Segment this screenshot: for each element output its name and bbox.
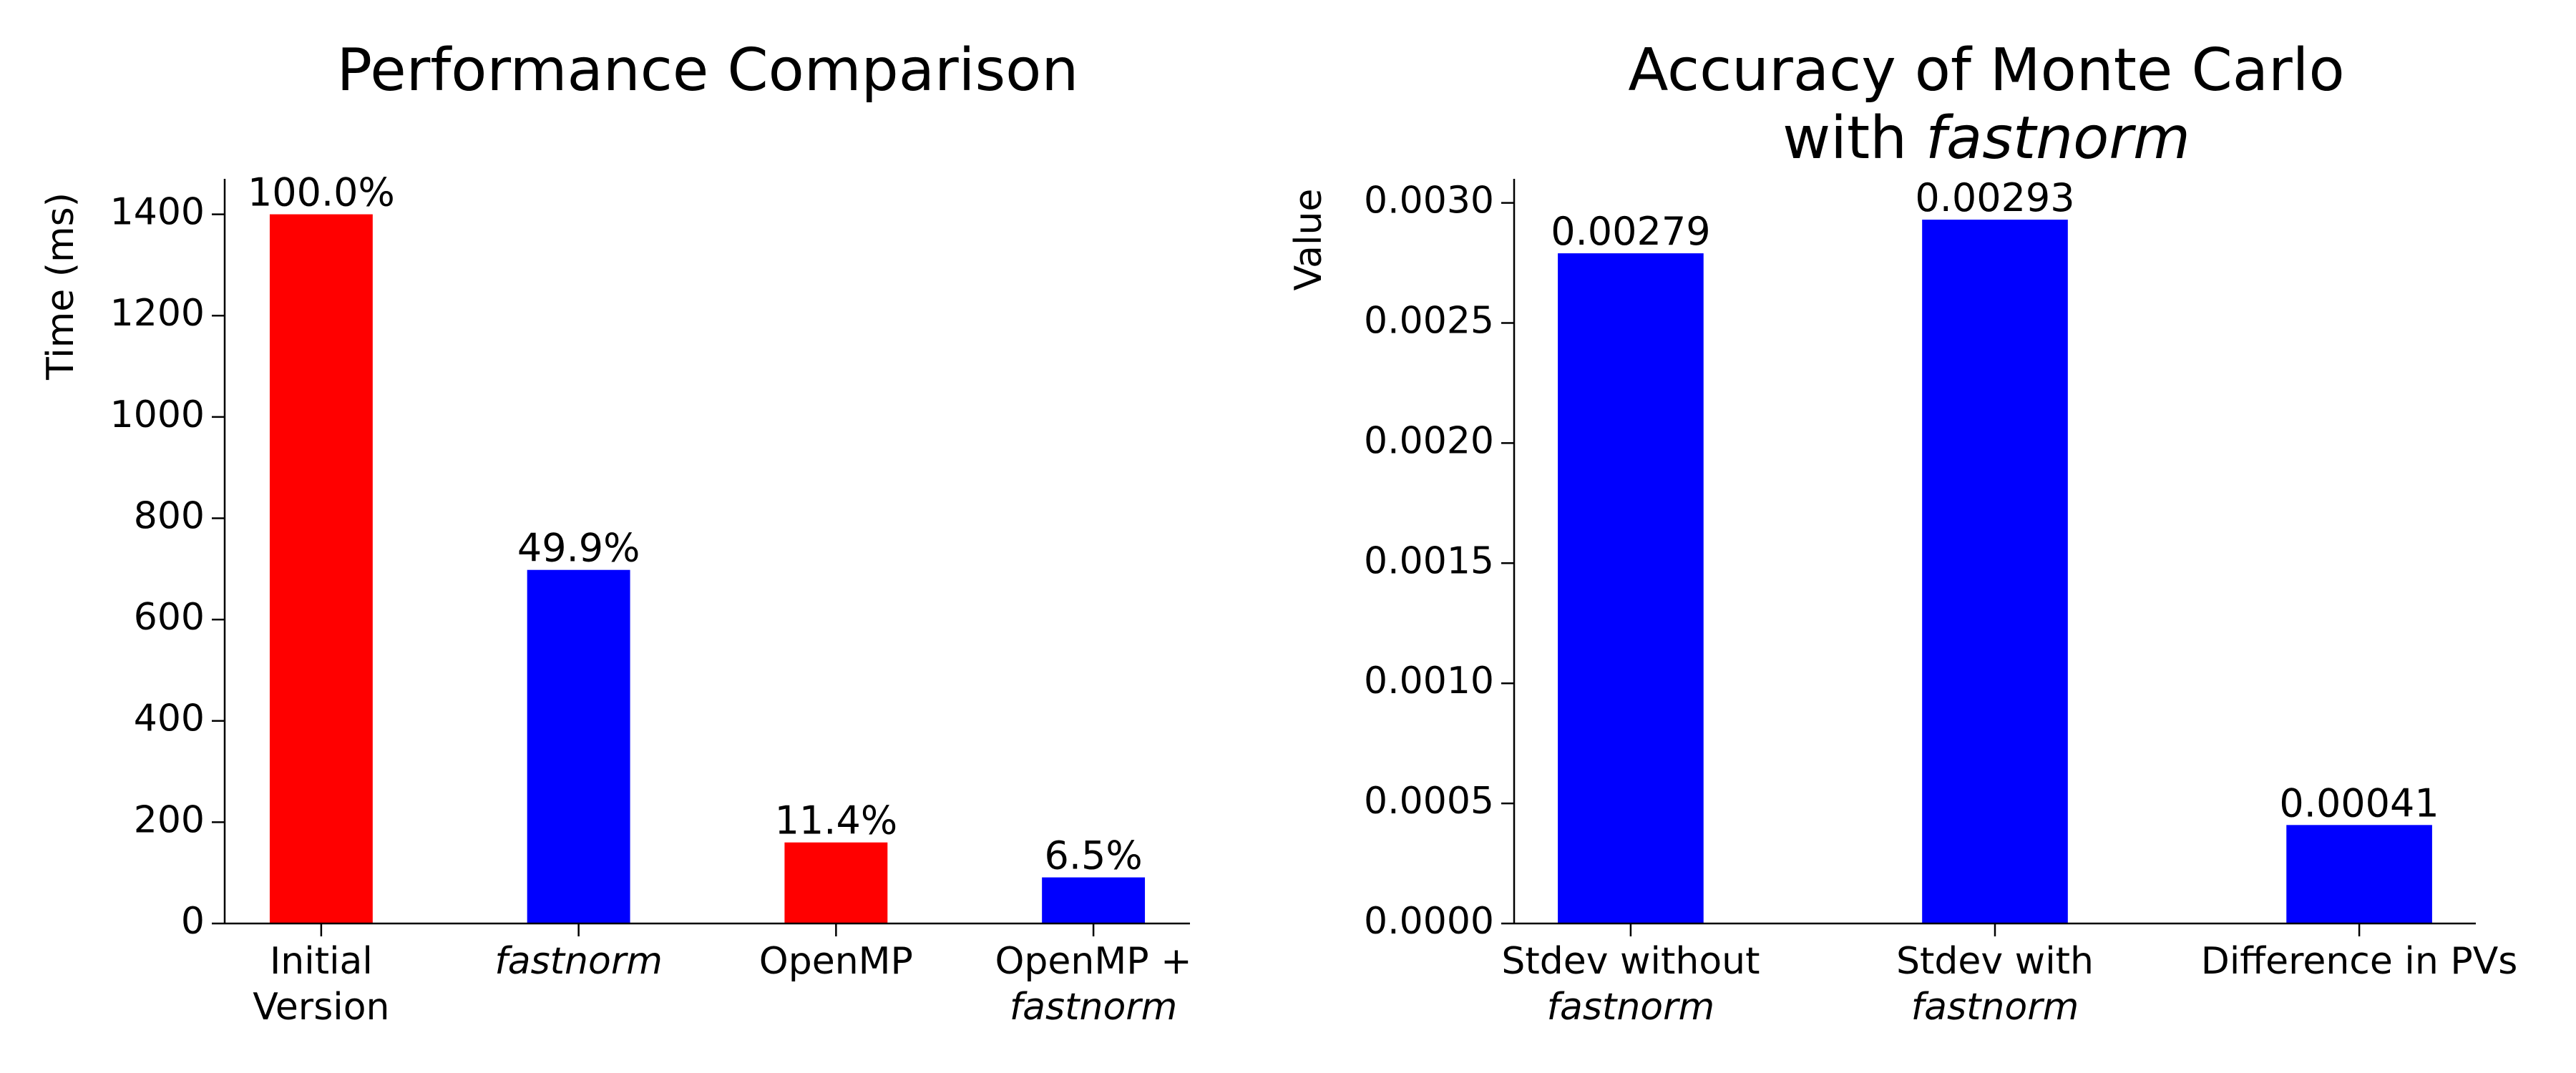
x-tick-label: OpenMP + fastnorm: [995, 940, 1191, 1029]
text-line: Difference in PVs: [2201, 940, 2518, 983]
x-tick-label: fastnorm: [494, 940, 662, 983]
text-emphasis: fastnorm: [494, 940, 662, 983]
text-emphasis: fastnorm: [1010, 986, 1177, 1029]
x-tick-label: Initial Version: [253, 940, 389, 1029]
text-line: with fastnorm: [1782, 104, 2190, 172]
text-emphasis: fastnorm: [1547, 986, 1714, 1029]
text-run: Initial: [270, 940, 373, 983]
text-emphasis: fastnorm: [1911, 986, 2079, 1029]
text-run: Version: [253, 986, 389, 1029]
text-line: fastnorm: [1547, 986, 1714, 1029]
y-axis-label: Value: [1287, 189, 1330, 291]
text-line: OpenMP +: [995, 940, 1191, 983]
bar: [527, 569, 630, 923]
value-label: 100.0%: [248, 170, 395, 215]
y-tick-label: 1400: [110, 191, 205, 234]
value-label: 6.5%: [1044, 833, 1142, 878]
bar: [1042, 877, 1146, 923]
text-run: Difference in PVs: [2201, 940, 2518, 983]
text-run: Stdev without: [1501, 940, 1760, 983]
y-tick-label: 0.0000: [1364, 900, 1494, 943]
y-tick-label: 0.0020: [1364, 419, 1494, 462]
value-label: 0.00279: [1551, 209, 1710, 254]
y-tick-label: 0.0010: [1364, 660, 1494, 702]
text-line: OpenMP: [759, 940, 913, 983]
value-label: 0.00293: [1915, 175, 2074, 220]
bar: [1922, 220, 2068, 923]
y-tick-label: 0.0005: [1364, 780, 1494, 823]
x-tick-label: Stdev without fastnorm: [1501, 940, 1760, 1029]
y-tick-label: 400: [134, 697, 205, 740]
text-run: with: [1782, 104, 1926, 172]
x-tick-label: Stdev with fastnorm: [1896, 940, 2094, 1029]
x-tick-label: OpenMP: [759, 940, 913, 983]
value-label: 11.4%: [775, 798, 898, 843]
text-line: fastnorm: [494, 940, 662, 983]
y-tick-label: 600: [134, 596, 205, 639]
chart: Accuracy of Monte Carlo with fastnorm Valu…: [1287, 36, 2517, 1029]
y-tick-label: 0: [181, 900, 205, 943]
text-emphasis: fastnorm: [1926, 104, 2190, 172]
text-line: Version: [253, 986, 389, 1029]
text-line: Performance Comparison: [337, 36, 1079, 104]
bar: [269, 214, 373, 924]
text-run: Performance Comparison: [337, 36, 1079, 104]
text-line: fastnorm: [1911, 986, 2079, 1029]
bar: [2286, 825, 2432, 923]
value-label: 0.00041: [2279, 780, 2439, 825]
text-line: Stdev without: [1501, 940, 1760, 983]
y-tick-label: 0.0025: [1364, 299, 1494, 342]
y-tick-label: 200: [134, 798, 205, 841]
bar: [784, 842, 888, 923]
text-run: Stdev with: [1896, 940, 2094, 983]
text-run: Accuracy of Monte Carlo: [1628, 36, 2344, 104]
y-tick-label: 0.0030: [1364, 180, 1494, 222]
y-tick-label: 800: [134, 494, 205, 537]
text-run: OpenMP: [759, 940, 913, 983]
bar: [1558, 253, 1704, 924]
text-line: fastnorm: [1010, 986, 1177, 1029]
y-tick-label: 1000: [110, 393, 205, 436]
y-tick-label: 1200: [110, 292, 205, 335]
text-line: Accuracy of Monte Carlo: [1628, 36, 2344, 104]
x-tick-label: Difference in PVs: [2201, 940, 2518, 983]
chart-title: Accuracy of Monte Carlo with fastnorm: [1628, 36, 2344, 172]
y-tick-label: 0.0015: [1364, 539, 1494, 582]
y-axis-label: Time (ms): [39, 192, 82, 381]
text-line: Stdev with: [1896, 940, 2094, 983]
chart: Performance Comparison Time (ms) 0 200 400 60…: [39, 36, 1192, 1029]
value-label: 49.9%: [517, 526, 640, 571]
chart-title: Performance Comparison: [337, 36, 1079, 104]
text-line: Initial: [270, 940, 373, 983]
text-run: OpenMP +: [995, 940, 1191, 983]
